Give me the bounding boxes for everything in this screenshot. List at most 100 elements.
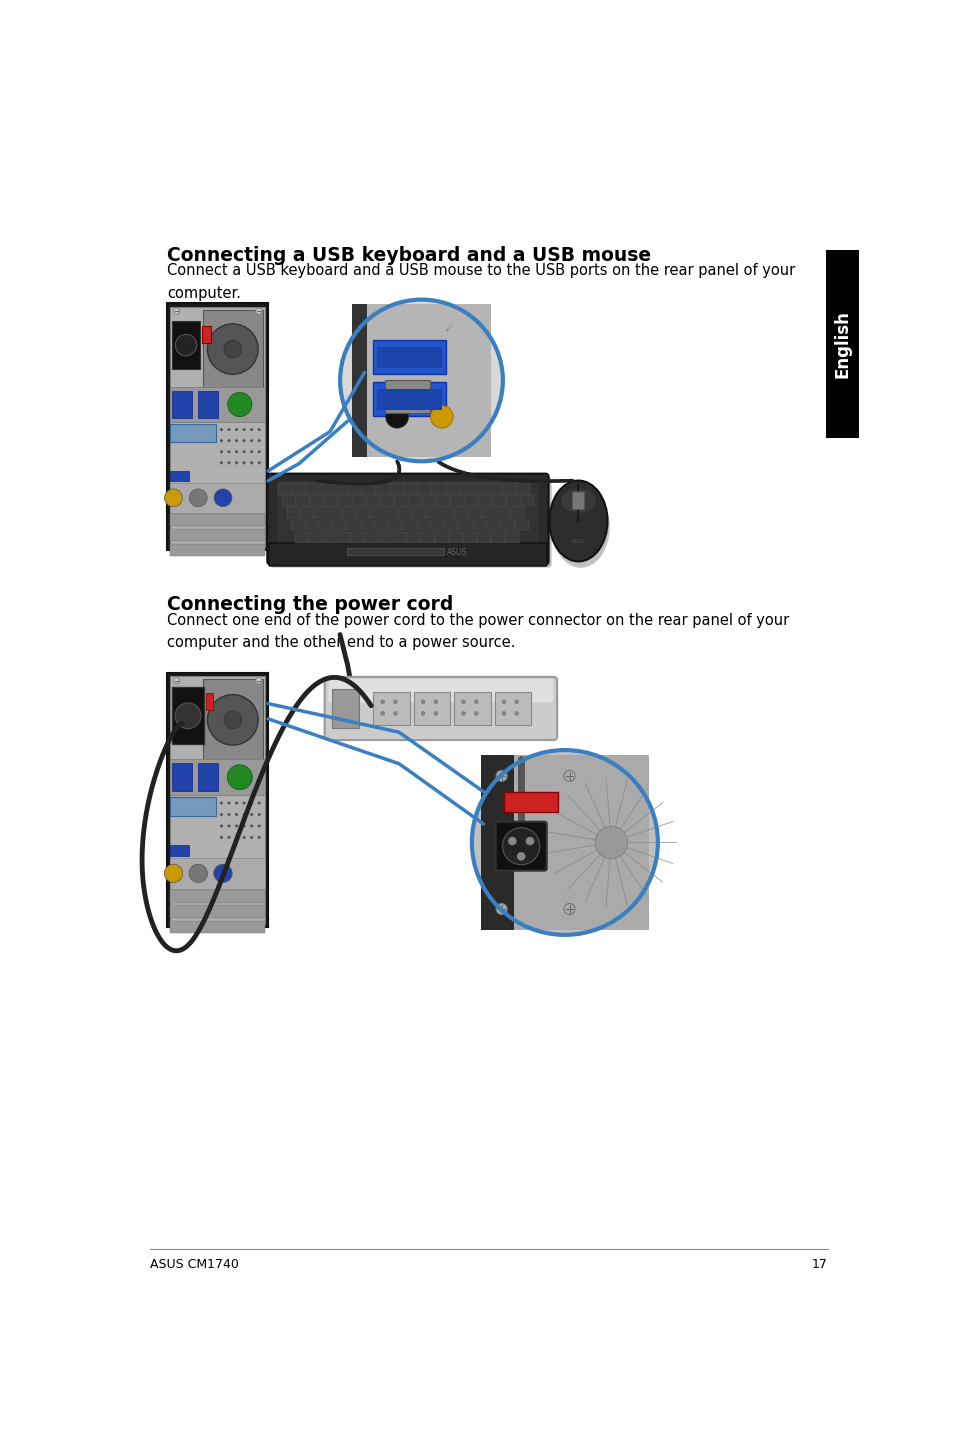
FancyBboxPatch shape [376,347,441,368]
Text: ASUS: ASUS [447,548,467,557]
FancyBboxPatch shape [463,532,476,542]
FancyBboxPatch shape [332,689,359,728]
Circle shape [220,450,223,453]
FancyBboxPatch shape [171,424,215,441]
Text: ASUS CM1740: ASUS CM1740 [150,1258,239,1271]
Circle shape [250,824,253,827]
Circle shape [250,450,253,453]
Circle shape [250,801,253,805]
Circle shape [175,335,196,355]
Circle shape [213,864,232,883]
FancyBboxPatch shape [487,519,500,531]
FancyBboxPatch shape [450,495,463,506]
Circle shape [189,489,207,506]
FancyBboxPatch shape [502,483,516,493]
FancyBboxPatch shape [504,792,558,812]
FancyBboxPatch shape [414,692,450,725]
FancyBboxPatch shape [418,483,432,493]
FancyBboxPatch shape [171,470,189,480]
FancyBboxPatch shape [334,483,347,493]
FancyBboxPatch shape [171,858,265,889]
Circle shape [242,835,246,838]
FancyBboxPatch shape [282,495,295,506]
FancyBboxPatch shape [202,679,263,761]
Circle shape [220,801,223,805]
Circle shape [242,801,246,805]
FancyBboxPatch shape [474,483,487,493]
FancyBboxPatch shape [455,508,468,518]
FancyBboxPatch shape [338,495,352,506]
FancyBboxPatch shape [197,391,217,418]
Circle shape [496,903,507,915]
Circle shape [461,712,465,715]
FancyBboxPatch shape [269,544,546,567]
Circle shape [213,489,232,506]
Circle shape [173,677,179,684]
FancyBboxPatch shape [365,532,378,542]
FancyBboxPatch shape [171,890,265,903]
Ellipse shape [549,480,607,561]
Circle shape [517,853,525,860]
Circle shape [430,406,453,429]
FancyBboxPatch shape [352,303,367,457]
FancyBboxPatch shape [440,508,454,518]
Circle shape [380,712,384,715]
FancyBboxPatch shape [333,519,346,531]
Circle shape [515,700,518,703]
Circle shape [227,812,231,815]
FancyBboxPatch shape [426,508,439,518]
Circle shape [224,341,241,358]
Circle shape [224,710,241,729]
Circle shape [257,450,260,453]
Circle shape [515,712,518,715]
FancyBboxPatch shape [309,532,322,542]
FancyBboxPatch shape [393,532,406,542]
FancyBboxPatch shape [291,519,304,531]
Circle shape [393,712,396,715]
FancyBboxPatch shape [517,483,530,493]
Text: ASUS: ASUS [571,539,585,544]
Circle shape [227,801,231,805]
FancyBboxPatch shape [320,483,334,493]
Circle shape [501,712,505,715]
FancyBboxPatch shape [432,483,445,493]
FancyBboxPatch shape [480,755,513,930]
Circle shape [508,837,516,846]
Circle shape [501,700,505,703]
FancyBboxPatch shape [314,508,328,518]
FancyBboxPatch shape [378,532,392,542]
FancyBboxPatch shape [342,508,355,518]
FancyBboxPatch shape [389,519,402,531]
FancyBboxPatch shape [171,846,189,856]
FancyBboxPatch shape [395,495,408,506]
FancyBboxPatch shape [825,250,858,439]
FancyBboxPatch shape [402,519,416,531]
Circle shape [227,765,253,789]
Circle shape [173,308,179,315]
FancyBboxPatch shape [390,483,403,493]
FancyBboxPatch shape [495,821,546,870]
Circle shape [563,903,575,915]
FancyBboxPatch shape [347,519,360,531]
Circle shape [255,308,261,315]
Circle shape [220,812,223,815]
FancyBboxPatch shape [513,755,648,930]
Text: Connect a USB keyboard and a USB mouse to the USB ports on the rear panel of you: Connect a USB keyboard and a USB mouse t… [167,263,795,301]
FancyBboxPatch shape [171,920,265,933]
Circle shape [257,812,260,815]
FancyBboxPatch shape [454,692,491,725]
Circle shape [165,489,182,506]
Circle shape [220,824,223,827]
FancyBboxPatch shape [446,483,459,493]
Circle shape [164,864,183,883]
FancyBboxPatch shape [436,495,450,506]
Circle shape [175,703,201,729]
Circle shape [502,828,539,864]
Text: English: English [833,311,850,378]
Circle shape [227,450,231,453]
Circle shape [234,812,238,815]
Ellipse shape [551,487,609,568]
Circle shape [257,801,260,805]
FancyBboxPatch shape [407,532,420,542]
FancyBboxPatch shape [171,529,265,541]
